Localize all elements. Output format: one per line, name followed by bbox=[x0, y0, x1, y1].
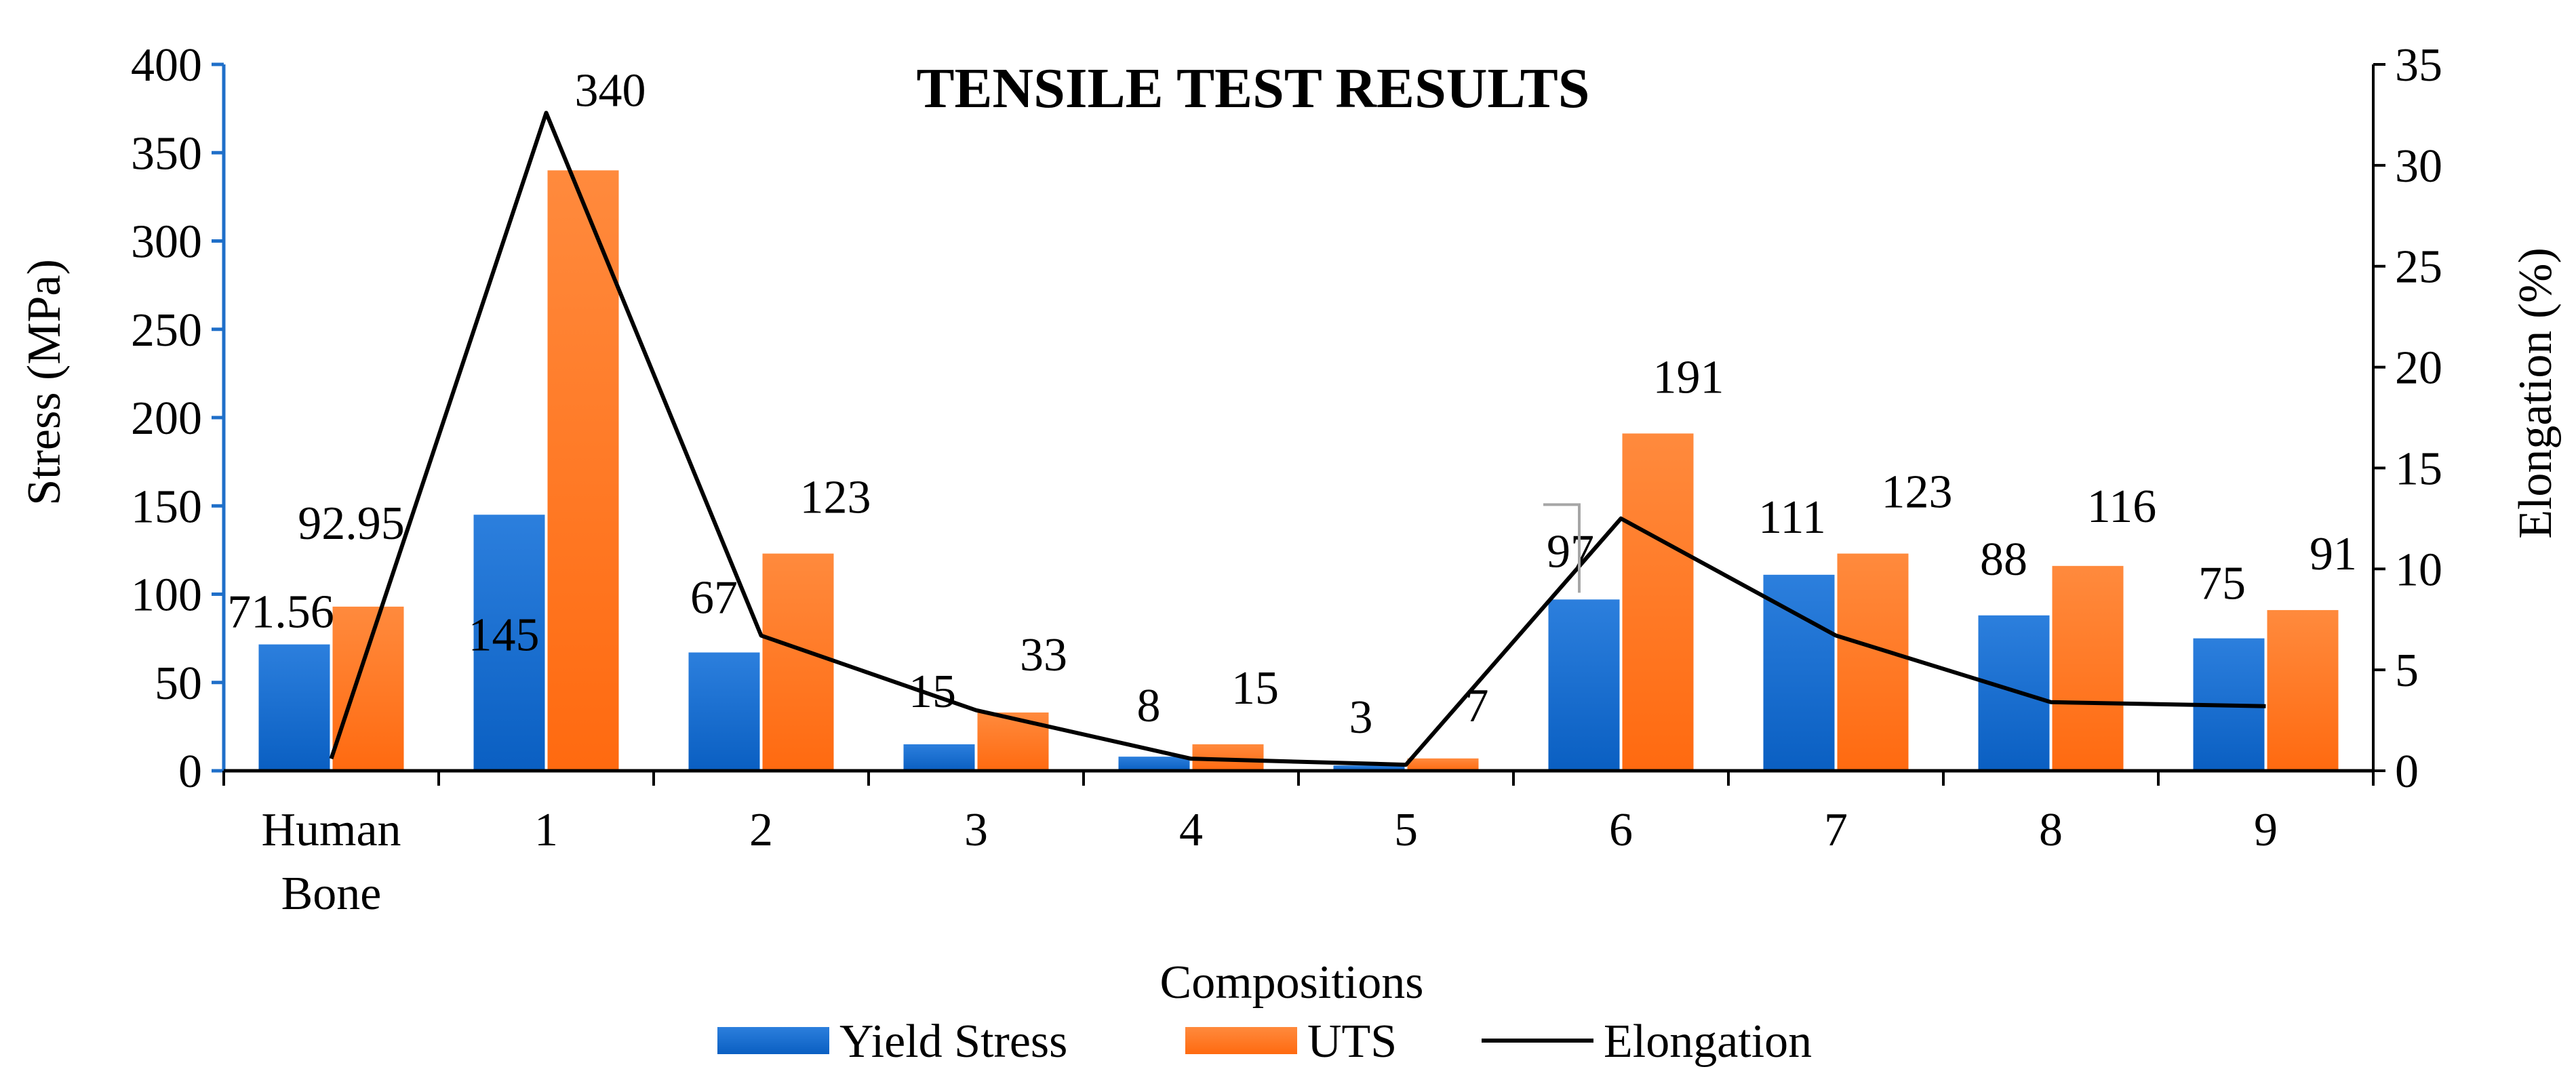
data-label-uts-6: 191 bbox=[1653, 351, 1724, 403]
data-label-yield-stress-0: 71.56 bbox=[227, 586, 334, 639]
data-label-uts-3: 33 bbox=[1020, 629, 1067, 681]
y2-tick-label-3: 15 bbox=[2395, 443, 2442, 495]
bar-uts-6 bbox=[1623, 433, 1694, 771]
y2-tick-label-1: 5 bbox=[2395, 645, 2419, 697]
x-tick-label-0-line-1: Bone bbox=[281, 868, 382, 920]
bar-yield-stress-3 bbox=[904, 744, 975, 771]
elongation-line-group bbox=[331, 113, 2265, 765]
data-label-uts-9: 91 bbox=[2310, 528, 2357, 580]
y-tick-label-1: 50 bbox=[155, 658, 202, 710]
y-tick-label-3: 150 bbox=[131, 481, 202, 533]
y-tick-label-8: 400 bbox=[131, 39, 202, 92]
data-label-yield-stress-7: 111 bbox=[1758, 491, 1826, 544]
bar-yield-stress-4 bbox=[1119, 757, 1190, 771]
data-label-uts-7: 123 bbox=[1882, 466, 1953, 519]
data-label-uts-5: 7 bbox=[1465, 680, 1489, 732]
data-label-yield-stress-9: 75 bbox=[2198, 558, 2246, 610]
bar-uts-2 bbox=[763, 554, 834, 771]
legend-label-uts: UTS bbox=[1307, 1015, 1397, 1068]
bar-uts-7 bbox=[1838, 554, 1909, 771]
x-tick-label-2: 2 bbox=[749, 804, 773, 856]
y-tick-label-2: 100 bbox=[131, 569, 202, 622]
x-tick-label-0-line-0: Human bbox=[261, 804, 401, 856]
y-tick-label-5: 250 bbox=[131, 304, 202, 357]
bar-uts-0 bbox=[333, 607, 404, 771]
x-tick-label-8: 8 bbox=[2039, 804, 2063, 856]
y2-tick-label-7: 35 bbox=[2395, 39, 2442, 92]
y2-tick-label-5: 25 bbox=[2395, 241, 2442, 294]
y2-tick-label-2: 10 bbox=[2395, 544, 2442, 596]
legend-swatch-yield-stress bbox=[717, 1027, 829, 1054]
x-tick-label-1: 1 bbox=[534, 804, 558, 856]
bar-uts-3 bbox=[978, 712, 1049, 771]
axes-group: 05010015020025030035040005101520253035Hu… bbox=[131, 39, 2442, 920]
y2-axis-label: Elongation (%) bbox=[2510, 247, 2562, 539]
data-label-yield-stress-4: 8 bbox=[1137, 680, 1161, 732]
x-tick-label-5: 5 bbox=[1394, 804, 1418, 856]
elongation-line bbox=[332, 113, 2266, 765]
y-tick-label-4: 200 bbox=[131, 393, 202, 445]
bar-uts-9 bbox=[2267, 610, 2339, 771]
data-label-yield-stress-6: 97 bbox=[1547, 525, 1594, 578]
data-label-uts-4: 15 bbox=[1231, 662, 1279, 715]
bar-yield-stress-6 bbox=[1549, 599, 1620, 771]
data-label-uts-0: 92.95 bbox=[298, 498, 405, 550]
data-label-yield-stress-8: 88 bbox=[1980, 534, 2027, 586]
data-label-uts-2: 123 bbox=[800, 472, 871, 524]
y2-tick-label-4: 20 bbox=[2395, 342, 2442, 395]
bar-uts-8 bbox=[2053, 566, 2124, 771]
x-tick-label-7: 7 bbox=[1824, 804, 1848, 856]
bars-group bbox=[259, 170, 2339, 771]
y-tick-label-7: 350 bbox=[131, 127, 202, 180]
legend-label-elongation: Elongation bbox=[1604, 1015, 1812, 1068]
y-axis-label: Stress (MPa) bbox=[18, 259, 71, 506]
bar-yield-stress-8 bbox=[1979, 616, 2050, 771]
y2-tick-label-0: 0 bbox=[2395, 746, 2419, 798]
legend-label-yield-stress: Yield Stress bbox=[839, 1015, 1067, 1068]
data-label-yield-stress-3: 15 bbox=[909, 666, 956, 718]
x-tick-label-6: 6 bbox=[1609, 804, 1633, 856]
legend: Yield Stress UTS Elongation bbox=[717, 1015, 1812, 1068]
x-tick-label-3: 3 bbox=[964, 804, 988, 856]
data-label-yield-stress-2: 67 bbox=[690, 571, 738, 624]
legend-swatch-uts bbox=[1185, 1027, 1297, 1054]
bar-uts-5 bbox=[1408, 759, 1479, 771]
x-tick-label-4: 4 bbox=[1179, 804, 1203, 856]
bar-yield-stress-2 bbox=[689, 652, 760, 771]
y2-tick-label-6: 30 bbox=[2395, 140, 2442, 193]
y-tick-label-0: 0 bbox=[178, 746, 202, 798]
bar-yield-stress-0 bbox=[259, 645, 330, 771]
data-label-uts-8: 116 bbox=[2087, 481, 2156, 533]
data-label-yield-stress-5: 3 bbox=[1349, 691, 1373, 744]
x-axis-label: Compositions bbox=[1160, 957, 1424, 1009]
data-label-yield-stress-1: 145 bbox=[469, 609, 540, 661]
x-tick-label-9: 9 bbox=[2254, 804, 2278, 856]
chart-title: TENSILE TEST RESULTS bbox=[916, 57, 1589, 120]
data-label-uts-1: 340 bbox=[575, 64, 646, 117]
y-tick-label-6: 300 bbox=[131, 216, 202, 268]
